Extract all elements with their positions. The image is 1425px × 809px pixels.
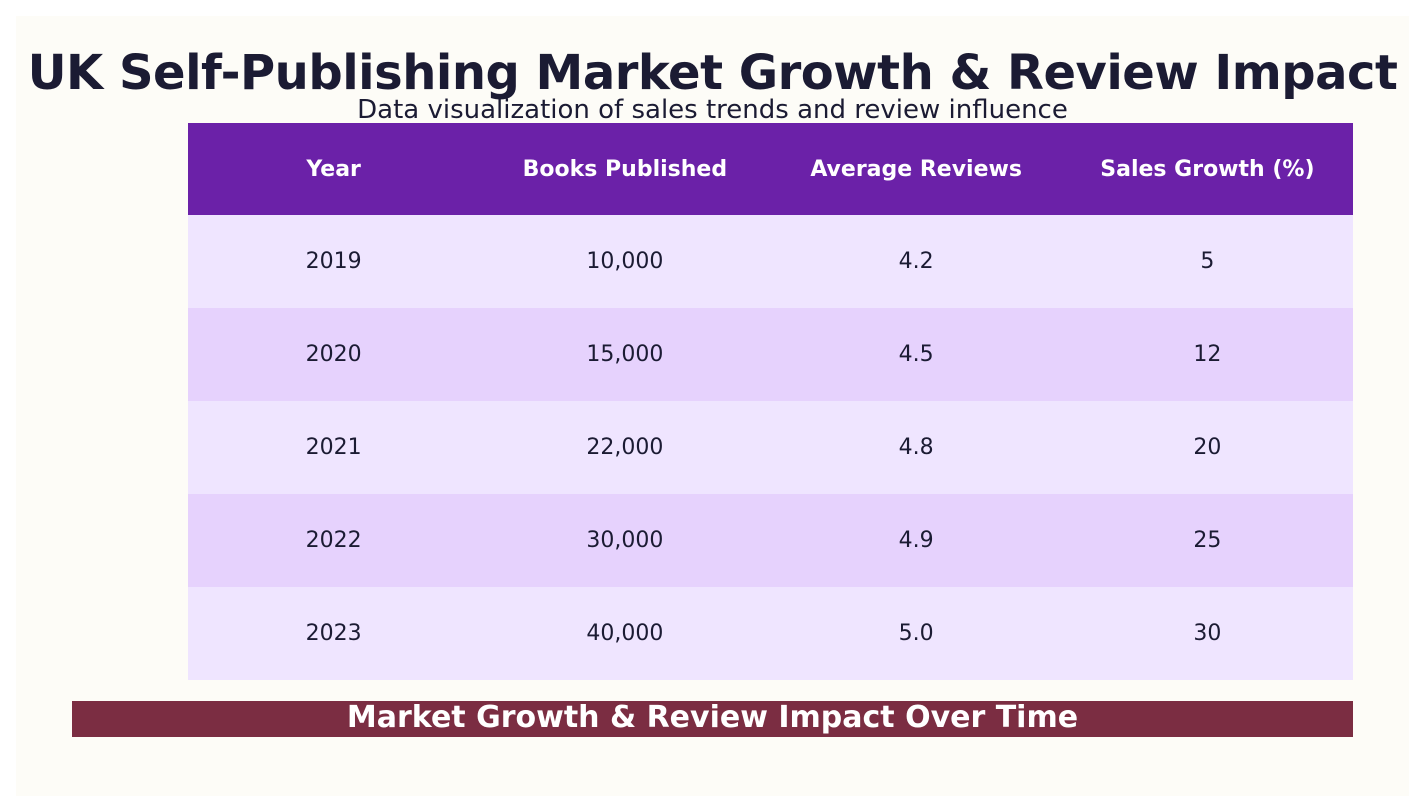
cell-average-reviews: 4.5 [770,308,1062,401]
cell-average-reviews: 4.9 [770,494,1062,587]
cell-average-reviews: 4.2 [770,215,1062,308]
footer-banner: Market Growth & Review Impact Over Time [72,701,1353,737]
table-row: 2021 22,000 4.8 20 [188,401,1353,494]
cell-year: 2019 [188,215,480,308]
cell-year: 2021 [188,401,480,494]
column-header-sales-growth: Sales Growth (%) [1061,123,1353,215]
cell-year: 2020 [188,308,480,401]
column-header-average-reviews: Average Reviews [770,123,1062,215]
table-row: 2023 40,000 5.0 30 [188,587,1353,680]
table-row: 2019 10,000 4.2 5 [188,215,1353,308]
data-table: Year Books Published Average Reviews Sal… [188,123,1353,680]
cell-sales-growth: 12 [1061,308,1353,401]
table-header-row: Year Books Published Average Reviews Sal… [188,123,1353,215]
cell-sales-growth: 20 [1061,401,1353,494]
cell-year: 2022 [188,494,480,587]
column-header-books-published: Books Published [479,123,771,215]
cell-average-reviews: 4.8 [770,401,1062,494]
column-header-year: Year [188,123,480,215]
cell-sales-growth: 5 [1061,215,1353,308]
table-row: 2020 15,000 4.5 12 [188,308,1353,401]
cell-books-published: 40,000 [479,587,771,680]
page-title: UK Self-Publishing Market Growth & Revie… [27,45,1398,101]
cell-books-published: 15,000 [479,308,771,401]
cell-year: 2023 [188,587,480,680]
cell-books-published: 22,000 [479,401,771,494]
table-row: 2022 30,000 4.9 25 [188,494,1353,587]
page-subtitle: Data visualization of sales trends and r… [357,95,1068,125]
cell-sales-growth: 25 [1061,494,1353,587]
cell-books-published: 30,000 [479,494,771,587]
cell-books-published: 10,000 [479,215,771,308]
cell-sales-growth: 30 [1061,587,1353,680]
cell-average-reviews: 5.0 [770,587,1062,680]
